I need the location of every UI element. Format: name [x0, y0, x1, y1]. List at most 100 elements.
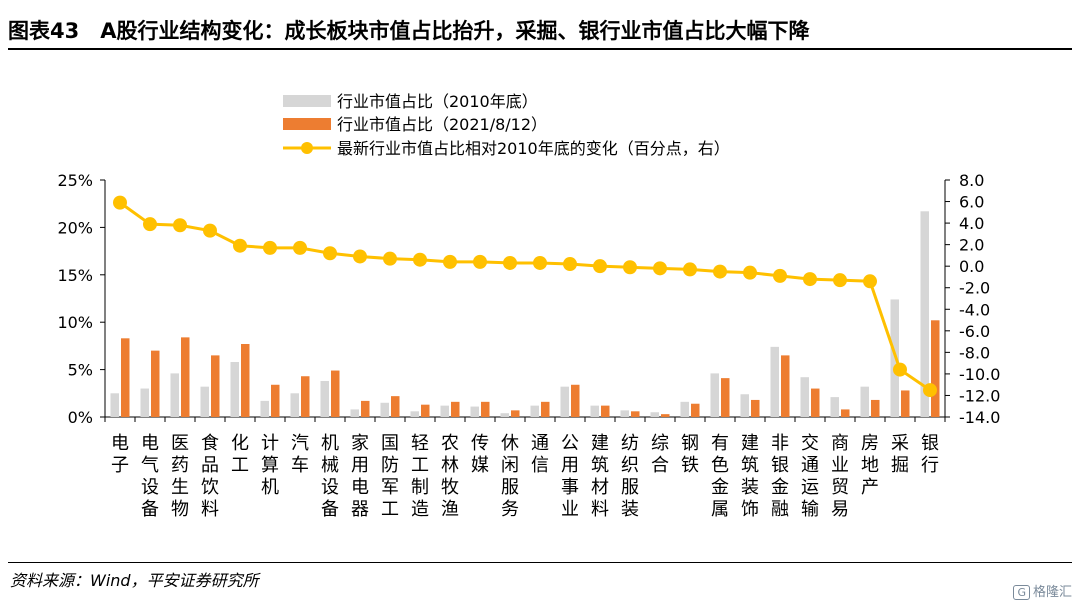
bar-2010 [470, 406, 479, 417]
change-point [233, 238, 247, 253]
title-divider [8, 48, 1072, 50]
category-label: 食品饮料 [201, 433, 219, 520]
bar-2010 [830, 397, 839, 417]
bar-2021 [151, 350, 160, 417]
change-point [383, 251, 397, 266]
bar-2010 [590, 405, 599, 417]
bar-2010 [170, 373, 179, 417]
bar-2021 [661, 414, 670, 417]
y-tick-label-right: 8.0 [959, 171, 984, 190]
category-label: 纺织服装 [621, 433, 639, 520]
bar-2021 [481, 401, 490, 417]
bar-2010 [800, 377, 809, 417]
bar-2010 [560, 386, 569, 417]
bar-2021 [871, 399, 880, 417]
category-label: 交通运输 [801, 433, 819, 520]
y-tick-label-left: 5% [68, 361, 93, 380]
category-label: 汽车 [291, 433, 309, 476]
category-label: 化工 [231, 433, 249, 476]
legend-swatch-2021 [283, 118, 331, 130]
change-point [503, 255, 517, 270]
bar-2021 [781, 355, 790, 417]
bar-2010 [650, 412, 659, 417]
category-label: 钢铁 [681, 433, 699, 476]
bar-2021 [841, 409, 850, 417]
y-tick-label-left: 10% [57, 313, 93, 332]
bar-2021 [571, 384, 580, 417]
bar-2010 [200, 386, 209, 417]
source-divider [8, 562, 1072, 563]
category-label: 电气设备 [141, 433, 159, 520]
bar-2010 [680, 401, 689, 417]
chart-title: 图表43 A股行业结构变化：成长板块市值占比抬升，采掘、银行业市值占比大幅下降 [8, 19, 810, 43]
bar-2021 [211, 355, 220, 417]
change-point [923, 383, 937, 398]
change-point [143, 217, 157, 232]
category-label: 轻工制造 [411, 433, 429, 520]
y-tick-label-right: -2.0 [959, 279, 990, 298]
legend-swatch-2010 [283, 95, 331, 107]
bar-2021 [241, 344, 250, 417]
change-line [119, 201, 931, 392]
y-tick-label-right: -12.0 [959, 386, 1000, 405]
bar-2021 [511, 410, 520, 417]
bar-2021 [181, 337, 190, 417]
bar-2021 [931, 320, 940, 417]
change-point [113, 195, 127, 210]
bar-2021 [721, 378, 730, 417]
bar-2010 [860, 386, 869, 417]
bar-2021 [541, 401, 550, 417]
bar-2021 [451, 401, 460, 417]
y-tick-label-right: 2.0 [959, 236, 984, 255]
category-label: 国防军工 [381, 433, 399, 520]
category-label: 休闲服务 [501, 433, 519, 520]
bar-2010 [620, 410, 629, 417]
legend-label: 最新行业市值占比相对2010年底的变化（百分点，右） [337, 139, 730, 158]
category-label: 公用事业 [561, 433, 579, 520]
bar-2021 [391, 396, 400, 417]
bar-2021 [271, 384, 280, 417]
y-tick-label-left: 25% [57, 171, 93, 190]
bar-2010 [230, 362, 239, 417]
bar-2021 [121, 338, 130, 417]
bar-2021 [331, 370, 340, 417]
bar-2021 [301, 376, 310, 417]
watermark-logo-icon: G [1013, 585, 1030, 600]
change-point [773, 268, 787, 283]
change-point [293, 240, 307, 255]
legend-label: 行业市值占比（2010年底） [337, 92, 538, 111]
y-tick-label-left: 0% [68, 408, 93, 427]
category-label: 商业贸易 [831, 433, 849, 520]
bar-2010 [350, 409, 359, 417]
category-label: 综合 [651, 433, 669, 476]
y-tick-label-right: -10.0 [959, 365, 1000, 384]
change-point [563, 257, 577, 272]
change-point [833, 273, 847, 288]
bar-2021 [601, 405, 610, 417]
y-tick-label-right: -8.0 [959, 343, 990, 362]
category-label: 非银金融 [771, 433, 789, 520]
bar-2021 [751, 399, 760, 417]
category-label: 家用电器 [351, 433, 369, 520]
y-tick-label-right: 4.0 [959, 214, 984, 233]
bar-2021 [421, 404, 430, 417]
bar-2010 [440, 405, 449, 417]
bar-2010 [920, 211, 929, 417]
change-point [683, 262, 697, 277]
change-point [653, 261, 667, 276]
change-point [623, 260, 637, 275]
bar-2010 [740, 394, 749, 417]
change-point [353, 249, 367, 264]
y-tick-label-right: -4.0 [959, 300, 990, 319]
legend-label: 行业市值占比（2021/8/12） [337, 115, 547, 134]
category-label: 机械设备 [321, 433, 339, 520]
category-label: 计算机 [261, 433, 279, 498]
change-point [743, 265, 757, 280]
watermark: G 格隆汇 [1013, 581, 1072, 600]
category-label: 房地产 [861, 433, 879, 498]
change-point [203, 223, 217, 238]
change-point [443, 254, 457, 269]
bar-2010 [140, 388, 149, 417]
y-tick-label-right: -14.0 [959, 408, 1000, 427]
category-label: 采掘 [891, 433, 909, 476]
